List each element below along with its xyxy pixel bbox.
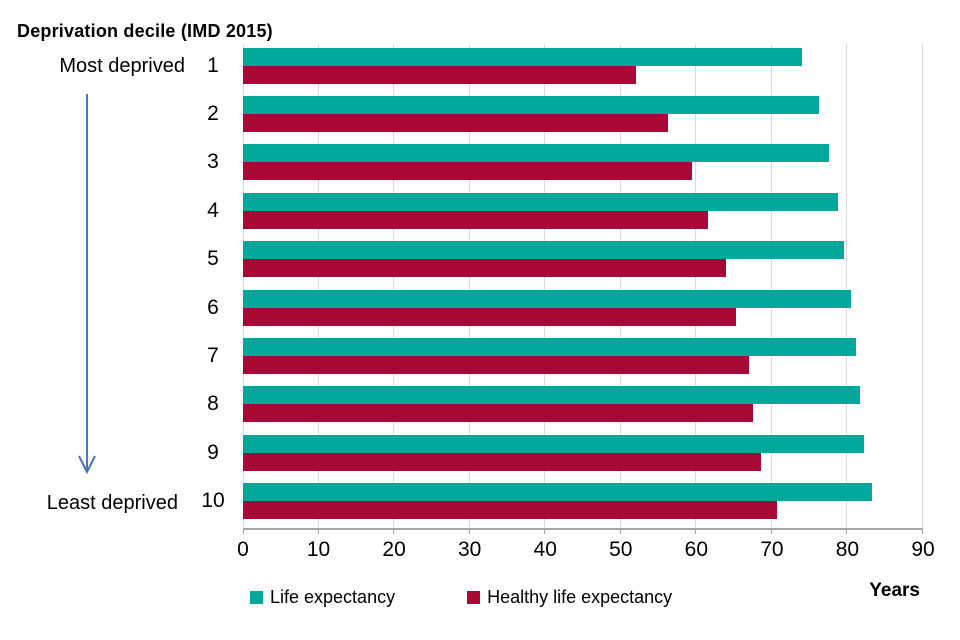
legend-item-healthy-life-expectancy: Healthy life expectancy — [467, 587, 672, 608]
legend: Life expectancy Healthy life expectancy — [250, 587, 672, 608]
decile-label-6: 6 — [207, 295, 219, 319]
decile-label-2: 2 — [207, 101, 219, 125]
deprivation-direction-arrow-icon — [78, 94, 96, 475]
x-tick-mark-20 — [393, 530, 395, 534]
x-tick-label-60: 60 — [684, 538, 708, 561]
decile-label-4: 4 — [207, 198, 219, 222]
legend-label: Life expectancy — [270, 587, 396, 607]
x-tick-label-90: 90 — [911, 538, 935, 561]
bar-healthy-life-expectancy-decile-2 — [243, 113, 668, 132]
bar-healthy-life-expectancy-decile-10 — [243, 501, 778, 520]
x-tick-mark-60 — [695, 530, 697, 534]
bar-healthy-life-expectancy-decile-4 — [243, 210, 708, 229]
x-tick-mark-80 — [846, 530, 848, 534]
legend-item-life-expectancy: Life expectancy — [250, 587, 395, 608]
decile-label-1: 1 — [207, 53, 219, 77]
x-tick-mark-50 — [619, 530, 621, 534]
decile-label-8: 8 — [207, 392, 219, 416]
gridline-0 — [243, 44, 244, 528]
x-tick-label-0: 0 — [237, 538, 249, 561]
bar-healthy-life-expectancy-decile-9 — [243, 452, 761, 471]
plot-area — [243, 44, 923, 530]
gridline-90 — [922, 44, 923, 528]
decile-label-3: 3 — [207, 150, 219, 174]
decile-label-9: 9 — [207, 440, 219, 464]
bar-healthy-life-expectancy-decile-1 — [243, 65, 636, 84]
bar-life-expectancy-decile-8 — [243, 386, 860, 405]
gridline-10 — [317, 44, 319, 528]
decile-label-5: 5 — [207, 247, 219, 271]
x-tick-label-70: 70 — [760, 538, 784, 561]
x-tick-mark-40 — [544, 530, 546, 534]
least-deprived-label: Least deprived — [46, 492, 178, 514]
x-tick-label-40: 40 — [533, 538, 557, 561]
bar-life-expectancy-decile-7 — [243, 337, 856, 356]
bar-life-expectancy-decile-2 — [243, 95, 819, 114]
legend-swatch-icon — [250, 591, 263, 604]
gridline-40 — [544, 44, 546, 528]
decile-label-10: 10 — [201, 489, 225, 513]
x-tick-label-30: 30 — [457, 538, 482, 561]
bar-healthy-life-expectancy-decile-5 — [243, 259, 726, 278]
gridline-30 — [468, 44, 470, 528]
x-tick-mark-0 — [243, 530, 244, 534]
most-deprived-label: Most deprived — [59, 55, 185, 77]
bar-life-expectancy-decile-9 — [243, 434, 865, 453]
gridline-70 — [770, 44, 772, 528]
x-tick-label-20: 20 — [382, 538, 406, 561]
bar-life-expectancy-decile-4 — [243, 192, 839, 211]
bar-life-expectancy-decile-1 — [243, 47, 803, 66]
gridline-80 — [846, 44, 848, 528]
x-tick-label-50: 50 — [609, 538, 633, 561]
x-tick-label-10: 10 — [306, 538, 331, 561]
bar-healthy-life-expectancy-decile-6 — [243, 307, 736, 326]
legend-swatch-icon — [467, 591, 481, 604]
bar-healthy-life-expectancy-decile-8 — [243, 404, 753, 423]
x-tick-mark-30 — [468, 530, 470, 534]
chart-title: Deprivation decile (IMD 2015) — [17, 21, 273, 41]
x-tick-label-80: 80 — [835, 538, 860, 561]
x-tick-mark-70 — [770, 530, 772, 534]
gridline-20 — [393, 44, 395, 528]
gridline-50 — [619, 44, 621, 528]
bar-life-expectancy-decile-5 — [243, 241, 845, 260]
bar-life-expectancy-decile-3 — [243, 144, 830, 163]
x-axis-title: Years — [869, 580, 920, 601]
bar-healthy-life-expectancy-decile-3 — [243, 162, 692, 181]
bar-life-expectancy-decile-10 — [243, 483, 873, 502]
bar-healthy-life-expectancy-decile-7 — [243, 355, 750, 374]
x-tick-mark-90 — [922, 530, 923, 534]
bar-life-expectancy-decile-6 — [243, 289, 852, 308]
decile-label-7: 7 — [207, 343, 219, 367]
legend-label: Healthy life expectancy — [487, 587, 673, 607]
gridline-60 — [695, 44, 697, 528]
x-tick-mark-10 — [317, 530, 319, 534]
